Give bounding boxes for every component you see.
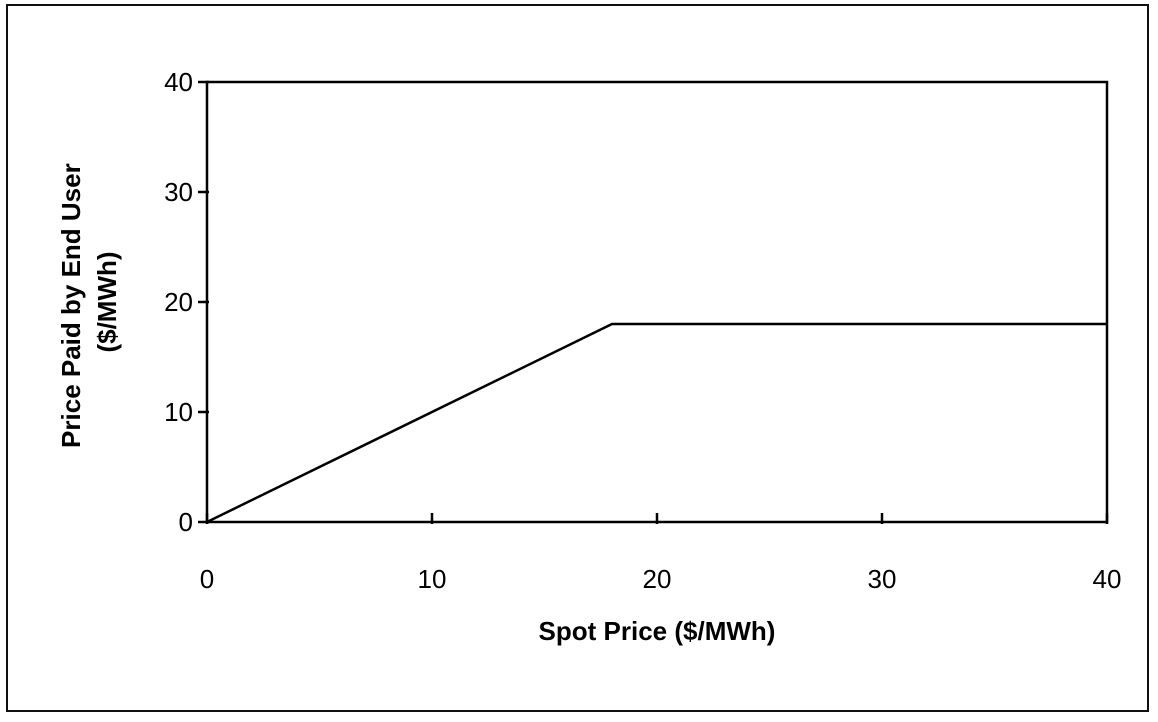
tick-labels: 0 10 20 30 40 0 10 20 30 40 [164, 67, 1121, 594]
y-tick-label: 10 [164, 397, 193, 427]
y-axis-title: Price Paid by End User ($/MWh) [56, 156, 122, 448]
series [206, 322, 1107, 524]
x-tick-label: 40 [1093, 564, 1122, 594]
y-axis-title-line-2: ($/MWh) [92, 251, 122, 352]
chart-frame [6, 4, 1149, 712]
y-axis-title-line-1: Price Paid by End User [56, 163, 86, 448]
x-tick-label: 20 [643, 564, 672, 594]
ticks [198, 80, 1109, 524]
y-tick-label: 0 [179, 507, 193, 537]
x-tick-label: 10 [418, 564, 447, 594]
x-axis-title: Spot Price ($/MWh) [539, 616, 776, 646]
y-tick-label: 30 [164, 177, 193, 207]
y-tick-label: 20 [164, 287, 193, 317]
y-tick-label: 40 [164, 67, 193, 97]
x-tick-label: 0 [200, 564, 214, 594]
series-line [206, 322, 1107, 524]
x-tick-label: 30 [868, 564, 897, 594]
